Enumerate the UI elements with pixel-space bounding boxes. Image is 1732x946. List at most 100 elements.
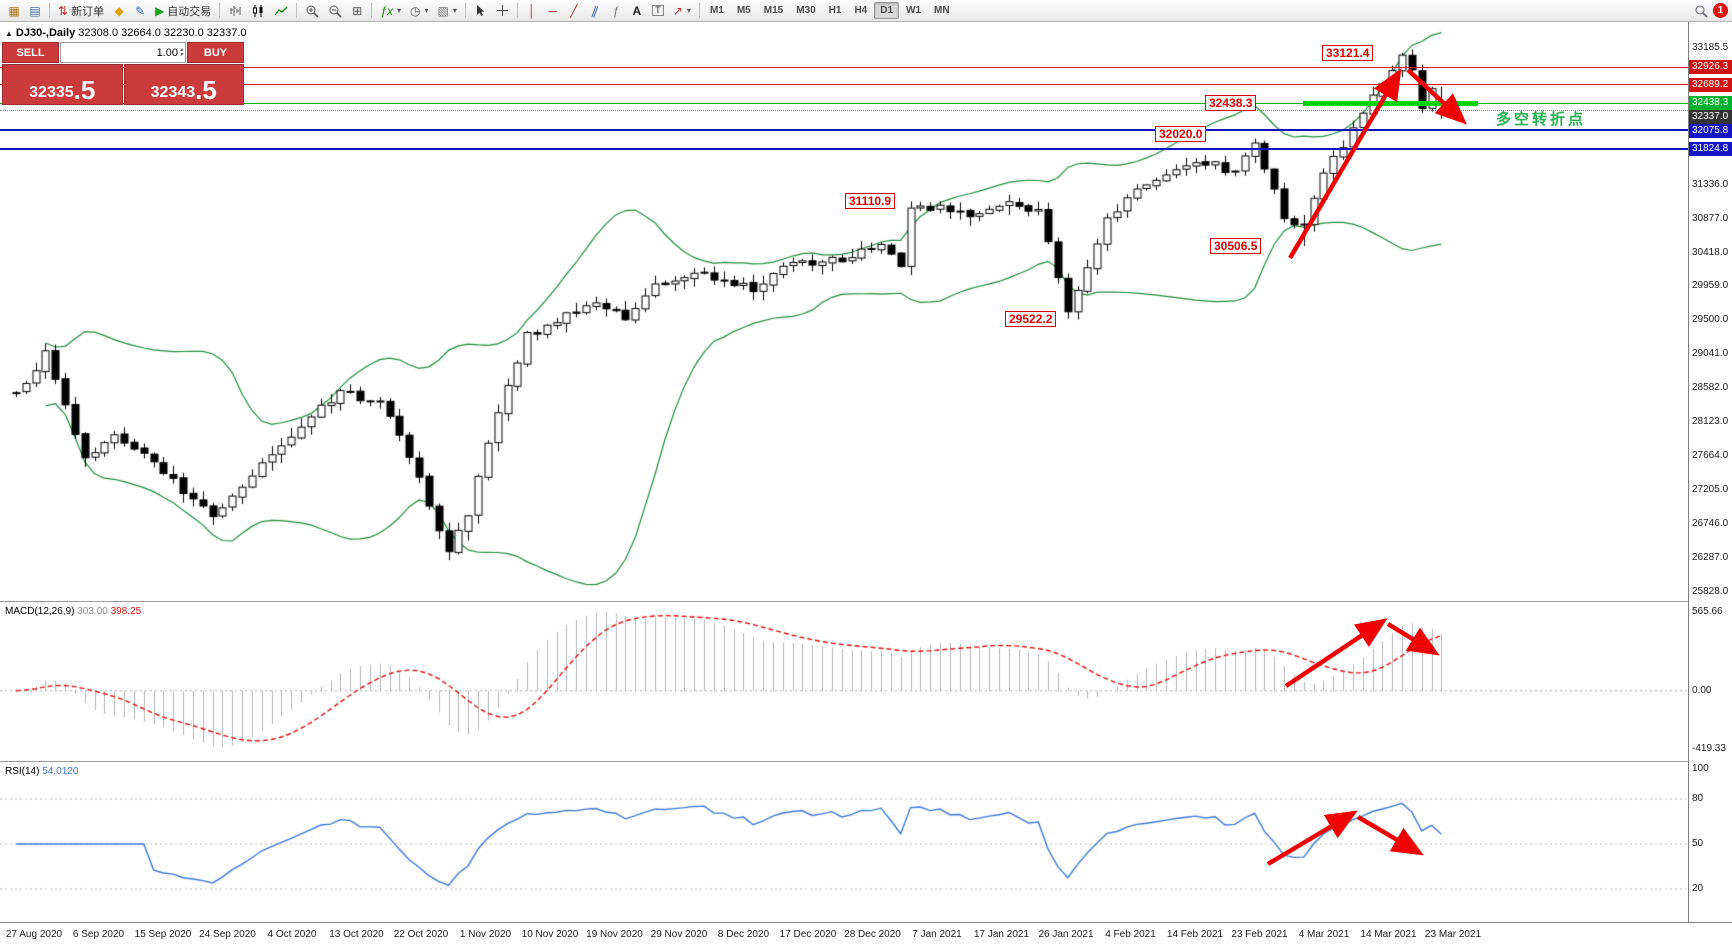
channel-button[interactable]: ∥ [585, 2, 605, 20]
trendline-button[interactable]: ╱ [564, 2, 584, 20]
time-axis-label: 7 Jan 2021 [912, 929, 962, 940]
toolbar-separator [296, 3, 298, 18]
price-level-box: 32926.3 [1689, 60, 1732, 75]
toolbar-separator [698, 3, 700, 18]
time-axis-label: 23 Mar 2021 [1424, 929, 1482, 940]
timeframe-m1-button[interactable]: M1 [709, 5, 724, 16]
timeframe-d1-button[interactable]: D1 [874, 2, 900, 19]
vertical-line-icon: │ [528, 3, 536, 18]
price-axis[interactable]: 33185.5 31336.0 30877.0 30418.0 29959.0 29500… [1688, 22, 1732, 922]
notification-badge[interactable]: 1 [1713, 3, 1728, 18]
price-level-box: 31824.8 [1689, 141, 1732, 156]
price-axis-label: 27664.0 [1692, 449, 1729, 461]
volume-input[interactable]: 1.00 ▴ ▾ [60, 42, 186, 63]
horizontal-level-line [0, 110, 1688, 112]
candlestick-chart-button[interactable] [247, 2, 269, 20]
search-button[interactable] [1690, 2, 1712, 20]
spin-down-icon[interactable]: ▾ [179, 51, 183, 58]
macd-label: MACD(12,26,9) 303.00 398.25 [5, 606, 142, 617]
volume-spinner[interactable]: ▴ ▾ [179, 46, 183, 58]
price-axis-label: 30418.0 [1692, 246, 1729, 258]
horizontal-level-line [0, 84, 1688, 86]
toolbar-separator [371, 3, 373, 18]
vertical-line-button[interactable]: │ [522, 2, 542, 20]
new-order-button[interactable]: ⇅ 新订单 [54, 2, 108, 20]
buy-button[interactable]: BUY [187, 42, 244, 63]
pivot-zone-segment [1303, 100, 1478, 106]
sell-button[interactable]: SELL [2, 42, 59, 63]
time-axis-label: 4 Mar 2021 [1298, 929, 1350, 940]
metaeditor-button[interactable]: ✎ [130, 2, 150, 20]
bar-chart-icon [230, 5, 241, 16]
market-icon: ◆ [114, 3, 124, 18]
new-chart-button[interactable]: ▦ [4, 2, 24, 20]
market-button[interactable]: ◆ [109, 2, 129, 20]
tile-windows-button[interactable]: ⊞ [347, 2, 367, 20]
trendline-icon: ╱ [570, 3, 578, 18]
panel-separator[interactable] [0, 601, 1732, 602]
horizontal-line-icon: ─ [548, 3, 558, 18]
price-axis-label: 33185.5 [1692, 42, 1729, 54]
candlestick-chart-icon [253, 4, 263, 17]
macd-panel-canvas[interactable] [0, 603, 1688, 759]
templates-button[interactable]: ▧ ▾ [434, 2, 461, 20]
line-chart-button[interactable] [270, 2, 292, 20]
zoom-in-button[interactable] [301, 2, 323, 20]
time-axis-label: 22 Oct 2020 [393, 929, 449, 940]
price-axis-label: 29041.0 [1692, 348, 1729, 360]
panel-separator[interactable] [0, 761, 1732, 762]
profiles-button[interactable]: ▤ [25, 2, 45, 20]
one-click-toggle-icon[interactable]: ▲ [5, 29, 13, 38]
time-axis-label: 15 Sep 2020 [134, 929, 192, 940]
rsi-panel-canvas[interactable] [0, 763, 1688, 922]
price-callout: 31110.9 [845, 193, 896, 210]
rsi-axis-label: 100 [1692, 763, 1709, 774]
sell-price[interactable]: 32335.5 [2, 64, 123, 105]
timeframe-m15-button[interactable]: M15 [763, 5, 784, 16]
search-icon [1695, 5, 1708, 18]
crosshair-button[interactable] [492, 2, 513, 20]
bar-chart-button[interactable] [224, 2, 246, 20]
time-axis-label: 26 Jan 2021 [1038, 929, 1094, 940]
fibonacci-icon: ƒ [612, 3, 620, 18]
dropdown-arrow-icon: ▾ [424, 6, 429, 15]
tile-windows-icon: ⊞ [352, 3, 363, 18]
main-chart-canvas[interactable] [0, 22, 1688, 601]
rsi-axis-label: 50 [1692, 838, 1704, 849]
toolbar: ▦ ▤ ⇅ 新订单 ◆ ✎ ▶ 自动交易 ⊞ ƒx ▾ ◷ ▾ ▧ ▾ │ ─ ╱ ∥… [0, 0, 1732, 22]
arrows-tool-button[interactable]: ↗ ▾ [669, 2, 695, 20]
timeframe-mn-button[interactable]: MN [934, 5, 950, 16]
timeframe-h4-button[interactable]: H4 [854, 5, 868, 16]
toolbar-separator [49, 3, 50, 18]
fibonacci-button[interactable]: ƒ [606, 2, 626, 20]
spin-up-icon[interactable]: ▴ [179, 46, 183, 53]
indicators-button[interactable]: ƒx ▾ [376, 2, 405, 20]
profiles-icon: ▤ [29, 3, 41, 18]
time-axis[interactable]: 27 Aug 2020 6 Sep 2020 15 Sep 2020 24 Sep 2… [0, 922, 1732, 946]
timeframe-w1-button[interactable]: W1 [906, 5, 922, 16]
time-axis-label: 10 Nov 2020 [521, 929, 579, 940]
timeframe-m5-button[interactable]: M5 [736, 5, 751, 16]
text-tool-icon: A [632, 3, 642, 18]
volume-value: 1.00 [156, 46, 178, 59]
horizontal-line-button[interactable]: ─ [543, 2, 563, 20]
new-chart-icon: ▦ [8, 3, 20, 18]
text-tool-button[interactable]: A [627, 2, 647, 20]
zoom-out-button[interactable] [324, 2, 346, 20]
dropdown-arrow-icon: ▾ [396, 6, 401, 15]
time-axis-label: 23 Feb 2021 [1231, 929, 1288, 940]
arrows-tool-icon: ↗ [672, 3, 683, 18]
price-callout: 33121.4 [1322, 44, 1374, 61]
periods-button[interactable]: ◷ ▾ [406, 2, 433, 20]
cursor-button[interactable] [470, 2, 491, 20]
text-label-button[interactable]: T [648, 2, 668, 20]
autotrading-button[interactable]: ▶ 自动交易 [151, 2, 215, 20]
autotrading-label: 自动交易 [167, 5, 212, 18]
toolbar-separator [516, 3, 518, 18]
horizontal-level-line [0, 147, 1688, 150]
time-axis-label: 19 Nov 2020 [586, 929, 643, 940]
timeframe-h1-button[interactable]: H1 [828, 5, 842, 16]
price-axis-label: 25828.0 [1692, 585, 1729, 597]
timeframe-m30-button[interactable]: M30 [796, 5, 816, 16]
buy-price[interactable]: 32343.5 [123, 64, 244, 105]
